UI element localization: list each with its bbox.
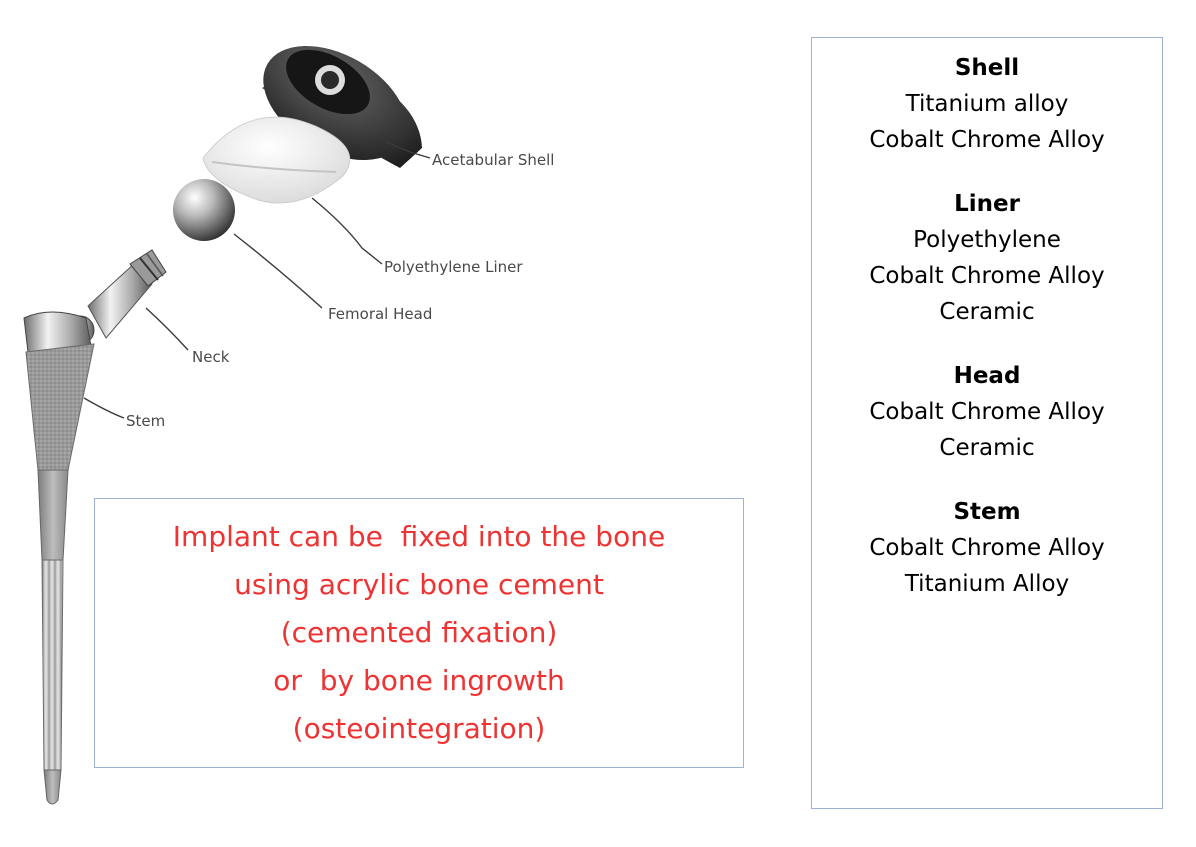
- fixation-line: (osteointegration): [292, 712, 546, 745]
- fixation-note-box: Implant can be fixed into the bone using…: [94, 498, 744, 768]
- material-item: Polyethylene: [913, 227, 1061, 253]
- material-item: Cobalt Chrome Alloy: [869, 263, 1105, 289]
- neck-leader: [145, 307, 189, 351]
- material-group-shell: Shell Titanium alloy Cobalt Chrome Alloy: [812, 50, 1162, 158]
- material-group-title: Liner: [954, 191, 1020, 217]
- material-group-stem: Stem Cobalt Chrome Alloy Titanium Alloy: [812, 494, 1162, 602]
- material-item: Titanium Alloy: [904, 571, 1070, 597]
- polyethylene-liner-label: Polyethylene Liner: [384, 258, 523, 276]
- femoral-head-shape: [173, 179, 235, 241]
- material-item: Ceramic: [939, 435, 1035, 461]
- fixation-line: or by bone ingrowth: [273, 664, 565, 697]
- stem-leader: [83, 397, 125, 419]
- acetabular-shell-leader: [385, 141, 431, 159]
- material-group-liner: Liner Polyethylene Cobalt Chrome Alloy C…: [812, 186, 1162, 330]
- material-group-head: Head Cobalt Chrome Alloy Ceramic: [812, 358, 1162, 466]
- stem-label: Stem: [126, 412, 165, 430]
- material-group-title: Stem: [953, 499, 1021, 525]
- material-item: Cobalt Chrome Alloy: [869, 127, 1105, 153]
- material-group-title: Shell: [954, 55, 1020, 81]
- stem-shape: [23, 311, 95, 805]
- acetabular-shell-label: Acetabular Shell: [432, 151, 554, 169]
- fixation-line: using acrylic bone cement: [234, 568, 604, 601]
- materials-box: Shell Titanium alloy Cobalt Chrome Alloy…: [811, 37, 1163, 809]
- material-group-title: Head: [953, 363, 1021, 389]
- material-item: Ceramic: [939, 299, 1035, 325]
- material-item: Cobalt Chrome Alloy: [869, 399, 1105, 425]
- polyethylene-liner-leader: [311, 197, 383, 265]
- neck-label: Neck: [192, 348, 230, 366]
- femoral-head-leader: [233, 233, 323, 309]
- fixation-line: Implant can be fixed into the bone: [172, 520, 666, 553]
- polyethylene-liner-shape: [202, 116, 351, 204]
- material-item: Cobalt Chrome Alloy: [869, 535, 1105, 561]
- fixation-line: (cemented fixation): [280, 616, 558, 649]
- femoral-head-label: Femoral Head: [328, 305, 432, 323]
- material-item: Titanium alloy: [905, 91, 1069, 117]
